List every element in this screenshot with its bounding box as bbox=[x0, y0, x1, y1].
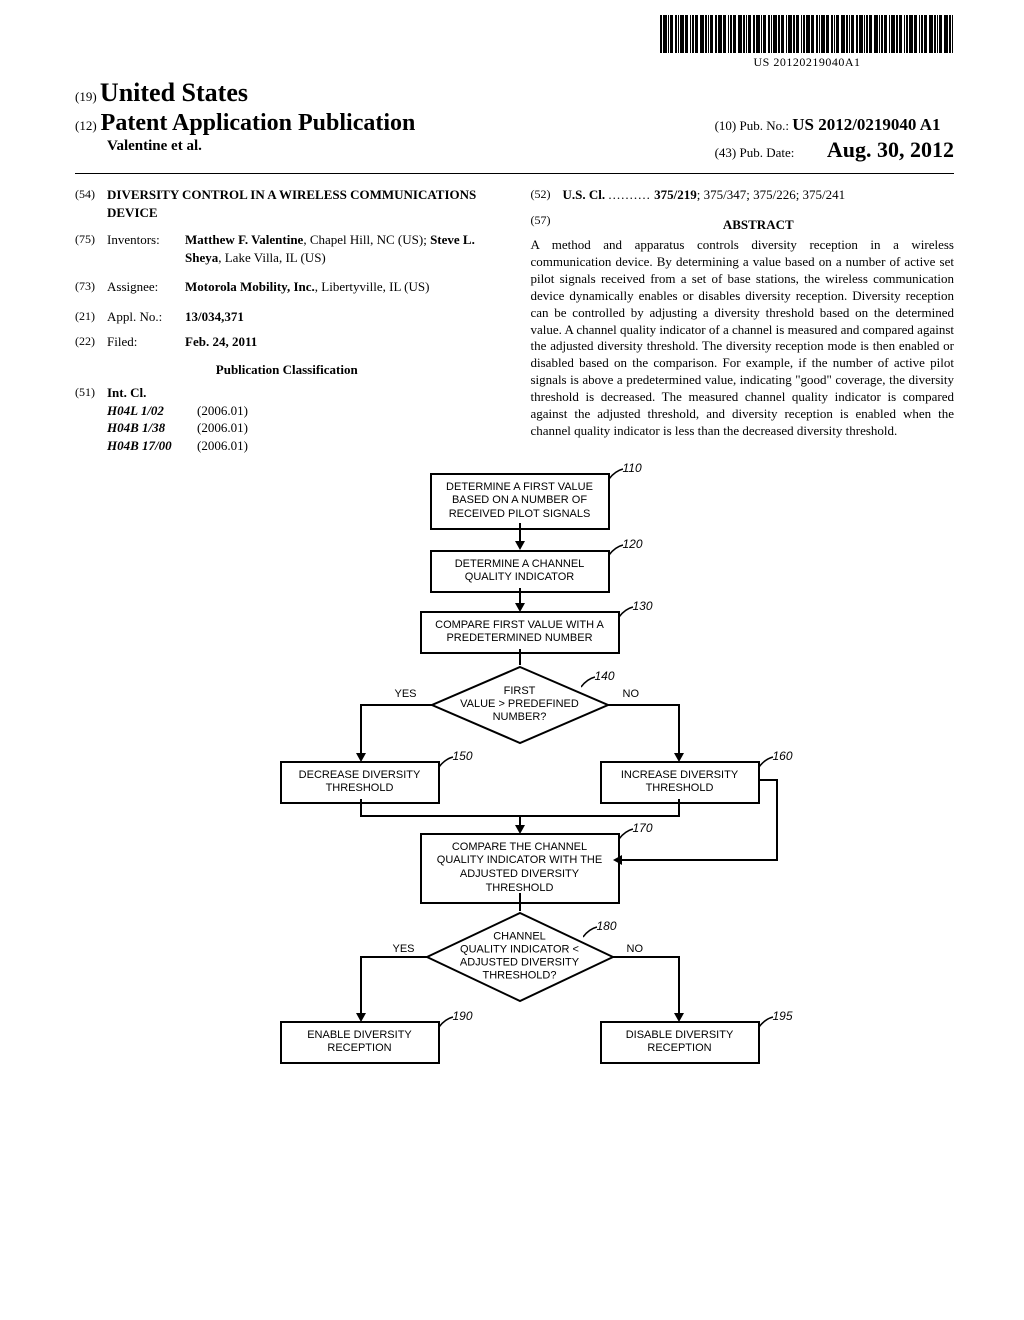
flowchart: DETERMINE A FIRST VALUE BASED ON A NUMBE… bbox=[235, 473, 795, 1213]
flowchart-ref-130: 130 bbox=[633, 599, 653, 613]
intcl-item: H04L 1/02 (2006.01) bbox=[107, 402, 248, 420]
intcl-num: (51) bbox=[75, 384, 107, 454]
flowchart-ref-160: 160 bbox=[773, 749, 793, 763]
pubno-num: (10) bbox=[715, 118, 737, 133]
filed-label: Filed: bbox=[107, 333, 185, 351]
flowchart-ref-170: 170 bbox=[633, 821, 653, 835]
flowchart-yes-label: YES bbox=[393, 943, 415, 955]
abstract-title: ABSTRACT bbox=[563, 216, 955, 234]
filed-num: (22) bbox=[75, 333, 107, 351]
pubdate-value: Aug. 30, 2012 bbox=[827, 137, 954, 162]
pubno-value: US 2012/0219040 A1 bbox=[792, 115, 940, 134]
flowchart-ref-110: 110 bbox=[623, 461, 642, 475]
pub-type-title: Patent Application Publication bbox=[101, 110, 416, 136]
flowchart-box-150: DECREASE DIVERSITY THRESHOLD bbox=[280, 761, 440, 805]
intcl-item: H04B 17/00 (2006.01) bbox=[107, 437, 248, 455]
inventors-num: (75) bbox=[75, 231, 107, 266]
flowchart-box-110: DETERMINE A FIRST VALUE BASED ON A NUMBE… bbox=[430, 473, 610, 530]
uscl-num: (52) bbox=[531, 186, 563, 204]
pubdate-num: (43) bbox=[715, 145, 737, 160]
abstract-body: A method and apparatus controls diversit… bbox=[531, 237, 955, 440]
flowchart-box-120: DETERMINE A CHANNEL QUALITY INDICATOR bbox=[430, 550, 610, 594]
applno-value: 13/034,371 bbox=[185, 309, 244, 324]
header-divider bbox=[75, 173, 954, 174]
patent-header: (19) United States (12) Patent Applicati… bbox=[75, 78, 954, 165]
authors: Valentine et al. bbox=[107, 138, 202, 154]
abstract-num: (57) bbox=[531, 212, 563, 238]
flowchart-no-label: NO bbox=[627, 943, 644, 955]
inventors-value: Matthew F. Valentine, Chapel Hill, NC (U… bbox=[185, 231, 499, 266]
intcl-label: Int. Cl. bbox=[107, 384, 248, 402]
intcl-item: H04B 1/38 (2006.01) bbox=[107, 419, 248, 437]
intcl-list: H04L 1/02 (2006.01) H04B 1/38 (2006.01) … bbox=[107, 402, 248, 455]
inventors-label: Inventors: bbox=[107, 231, 185, 266]
flowchart-ref-180: 180 bbox=[597, 919, 617, 933]
pubdate-label: Pub. Date: bbox=[739, 145, 794, 160]
body-columns: (54) DIVERSITY CONTROL IN A WIRELESS COM… bbox=[75, 186, 954, 455]
assignee-num: (73) bbox=[75, 278, 107, 296]
applno-label: Appl. No.: bbox=[107, 308, 185, 326]
country-num: (19) bbox=[75, 89, 97, 104]
patent-title: DIVERSITY CONTROL IN A WIRELESS COMMUNIC… bbox=[107, 187, 476, 220]
uscl-value: U.S. Cl. .......... 375/219; 375/347; 37… bbox=[563, 186, 955, 204]
assignee-label: Assignee: bbox=[107, 278, 185, 296]
right-column: (52) U.S. Cl. .......... 375/219; 375/34… bbox=[531, 186, 955, 455]
assignee-value: Motorola Mobility, Inc., Libertyville, I… bbox=[185, 278, 499, 296]
flowchart-box-195: DISABLE DIVERSITY RECEPTION bbox=[600, 1021, 760, 1065]
country-name: United States bbox=[100, 78, 248, 107]
flowchart-box-190: ENABLE DIVERSITY RECEPTION bbox=[280, 1021, 440, 1065]
pub-class-title: Publication Classification bbox=[75, 361, 499, 379]
flowchart-ref-140: 140 bbox=[595, 669, 615, 683]
flowchart-ref-195: 195 bbox=[773, 1009, 793, 1023]
filed-value: Feb. 24, 2011 bbox=[185, 334, 257, 349]
applno-num: (21) bbox=[75, 308, 107, 326]
barcode bbox=[660, 15, 954, 53]
title-num: (54) bbox=[75, 186, 107, 221]
flowchart-box-160: INCREASE DIVERSITY THRESHOLD bbox=[600, 761, 760, 805]
flowchart-ref-150: 150 bbox=[453, 749, 473, 763]
barcode-region: US 20120219040A1 bbox=[660, 15, 954, 70]
pubno-label: Pub. No.: bbox=[739, 118, 788, 133]
left-column: (54) DIVERSITY CONTROL IN A WIRELESS COM… bbox=[75, 186, 499, 455]
flowchart-ref-120: 120 bbox=[623, 537, 643, 551]
pub-type-num: (12) bbox=[75, 118, 97, 133]
flowchart-no-label: NO bbox=[623, 688, 640, 700]
flowchart-ref-190: 190 bbox=[453, 1009, 473, 1023]
barcode-text: US 20120219040A1 bbox=[660, 55, 954, 70]
flowchart-box-130: COMPARE FIRST VALUE WITH A PREDETERMINED… bbox=[420, 611, 620, 655]
flowchart-yes-label: YES bbox=[395, 688, 417, 700]
